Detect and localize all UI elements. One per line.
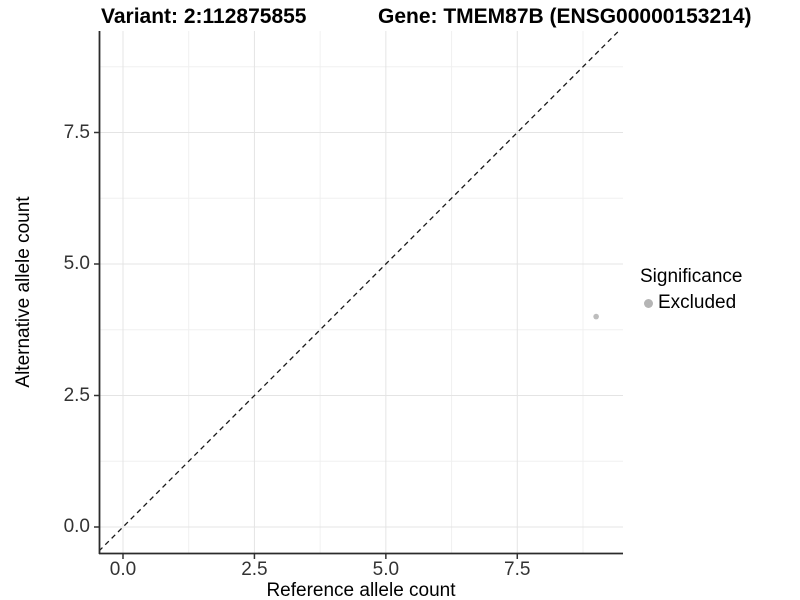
y-tick-label: 7.5 [63, 121, 90, 143]
legend-title: Significance [640, 266, 743, 287]
y-tick-label: 0.0 [63, 516, 90, 537]
x-tick-label: 5.0 [372, 559, 400, 580]
y-tick-label: 5.0 [63, 253, 90, 274]
data-point [593, 313, 599, 320]
axes [94, 31, 623, 559]
identity-line-layer [99, 31, 620, 552]
x-tick-label: 7.5 [504, 559, 531, 580]
legend: Significance Excluded [640, 266, 742, 316]
gene-title: Gene: TMEM87B (ENSG00000153214) [378, 5, 752, 28]
x-tick-label: 2.5 [241, 559, 268, 580]
y-tick-label: 2.5 [63, 384, 90, 406]
x-tick-label: 0.0 [109, 559, 137, 580]
excluded-point-icon [644, 298, 653, 308]
variant-title: Variant: 2:112875855 [101, 5, 307, 28]
x-axis-title: Reference allele count [266, 580, 456, 600]
data-point-layer [593, 313, 599, 320]
y-axis-title: Alternative allele count [13, 196, 34, 388]
legend-item-label: Excluded [658, 292, 737, 313]
legend-item-excluded: Excluded [640, 290, 742, 316]
gridlines [99, 31, 623, 553]
identity-line [99, 31, 620, 552]
